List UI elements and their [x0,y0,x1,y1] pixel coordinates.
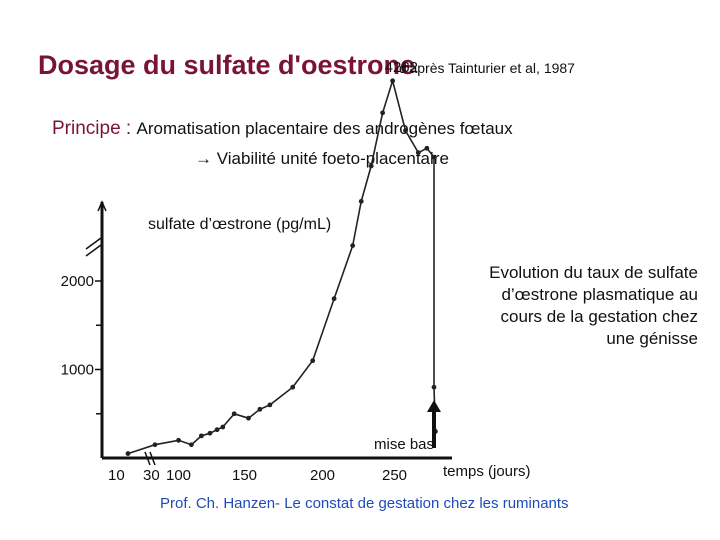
arrow-icon: → [195,149,212,168]
chart-annotation: Evolution du taux de sulfate d’œstrone p… [489,263,698,348]
data-point [390,78,396,84]
x-axis-break-mark [149,451,156,466]
data-point [176,437,181,443]
y-tick-label: 2000 [61,273,94,290]
calving-arrowhead-icon [427,400,441,412]
y-axis-break-mark [85,237,102,250]
data-point [231,411,237,417]
data-point [331,296,337,302]
data-point [424,145,430,151]
data-point [220,424,226,430]
data-point [290,384,296,390]
chart-marks [125,77,441,456]
data-point [246,415,251,421]
x-tick-label: 250 [382,467,407,484]
data-point [257,406,263,412]
chart-labels: 1000 2000 10 30 100 150 200 250 temps (jours) 426… [61,59,531,484]
y-axis-break-mark [85,244,102,257]
credit-footer: Prof. Ch. Hanzen- Le constat de gestatio… [160,495,569,512]
principle-keyword: Principe [52,118,121,139]
y-tick-label: 1000 [61,362,94,379]
data-point [189,442,194,448]
x-tick-label: 10 [108,467,125,484]
title-reference: d'après Tainturier et al, 1987 [399,60,575,76]
data-point [198,433,204,439]
x-tick-label: 150 [232,467,257,484]
y-axis-label: sulfate d’œstrone (pg/mL) [148,216,332,233]
data-point [431,384,437,390]
data-point [207,430,213,436]
page-title: Dosage du sulfate d'oestrone [38,50,415,80]
data-point [214,427,220,433]
viability-text: Viabilité unité foeto-placentaire [212,149,449,168]
data-point [431,154,437,160]
x-tick-label: 30 [143,467,160,484]
y-axis-arrow-icon [97,200,107,212]
data-point [368,163,374,169]
data-point [403,128,408,133]
x-axis-label: temps (jours) [443,463,531,480]
data-point [350,243,356,249]
peak-label: 4262 [385,59,418,76]
x-tick-label: 200 [310,467,335,484]
data-point [358,198,364,204]
event-label: mise bas [374,436,434,453]
principle-line: Principe : Aromatisation placentaire des… [52,118,513,140]
principle-description: Aromatisation placentaire des androgènes… [136,119,513,138]
data-point [125,451,131,456]
chart-axes [85,200,452,466]
viability-line: → Viabilité unité foeto-placentaire [195,149,449,169]
x-tick-label: 100 [166,467,191,484]
x-axis-break-mark [144,451,151,466]
principle-separator: : [120,118,137,139]
data-point [310,358,316,364]
series-line [127,77,437,455]
data-point [415,150,421,156]
data-point [267,402,273,408]
data-point [380,110,386,116]
data-point [152,442,158,448]
